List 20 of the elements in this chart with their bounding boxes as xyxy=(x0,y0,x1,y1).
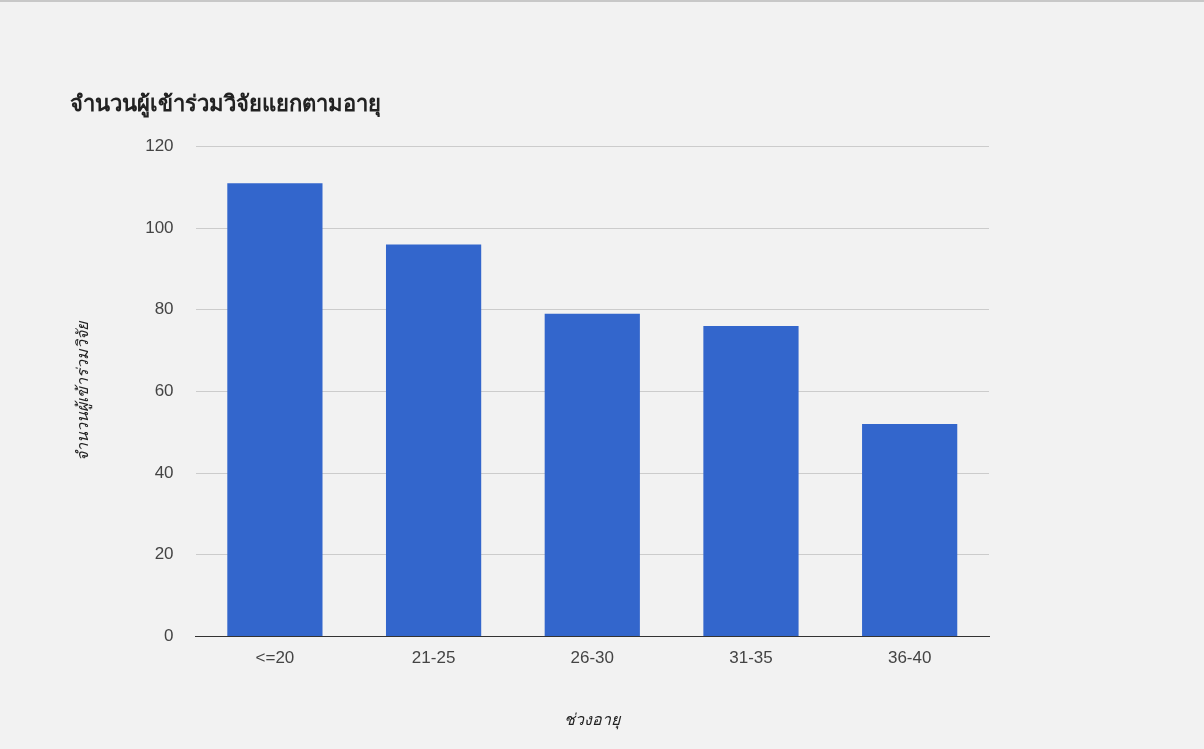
x-axis-title: ช่วงอายุ xyxy=(564,710,623,730)
x-tick-label: <=20 xyxy=(255,648,295,668)
chart-title: จำนวนผู้เข้าร่วมวิจัยแยกตามอายุ xyxy=(70,91,381,119)
y-axis-title: จำนวนผู้เข้าร่วมวิจัย xyxy=(74,319,94,461)
y-tick-label: 20 xyxy=(154,544,174,564)
x-tick-label: 21-25 xyxy=(411,648,456,668)
y-tick-label: 80 xyxy=(154,299,174,319)
bar xyxy=(544,313,640,636)
y-tick-label: 40 xyxy=(154,462,174,482)
x-tick-label: 26-30 xyxy=(570,648,615,668)
bar xyxy=(862,424,958,636)
x-tick-label: 31-35 xyxy=(729,648,773,668)
x-tick-label: 36-40 xyxy=(887,648,932,668)
bar xyxy=(703,326,799,636)
y-tick-label: 60 xyxy=(154,381,174,401)
y-tick-label: 120 xyxy=(145,136,174,156)
bar xyxy=(385,244,482,636)
y-tick-label: 0 xyxy=(164,626,174,646)
bar xyxy=(227,183,323,636)
y-tick-label: 100 xyxy=(145,217,174,237)
